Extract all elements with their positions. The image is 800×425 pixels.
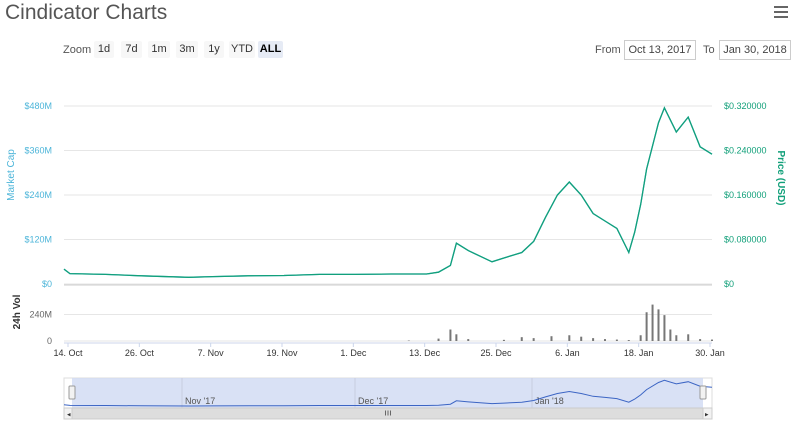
price-tick-label: $0.080000 — [724, 235, 767, 245]
navigator-line — [63, 379, 713, 407]
price-tick-label: $0.160000 — [724, 190, 767, 200]
scroll-right-arrow-icon[interactable]: ▸ — [705, 411, 709, 419]
volume-axis-title: 24h Vol — [12, 294, 23, 329]
range-from-label: From — [595, 44, 621, 56]
volume-bar — [699, 339, 702, 341]
volume-bar — [449, 329, 452, 341]
range-to-label: To — [703, 44, 715, 56]
volume-bar — [687, 334, 690, 341]
x-tick-label: 14. Oct — [53, 348, 83, 358]
zoom-1d-button[interactable]: 1d — [94, 41, 114, 58]
market-cap-tick-label: $360M — [24, 146, 52, 156]
volume-bar — [645, 312, 648, 341]
volume-bar — [663, 315, 666, 341]
market-cap-axis-title: Market Cap — [6, 149, 17, 201]
volume-bar — [592, 338, 595, 341]
x-tick-label: 6. Jan — [555, 348, 580, 358]
hamburger-menu-icon[interactable] — [774, 6, 788, 18]
volume-bar — [669, 329, 672, 341]
zoom-all-button[interactable]: ALL — [258, 41, 283, 58]
market-cap-tick-label: $120M — [24, 235, 52, 245]
x-tick-label: 18. Jan — [624, 348, 654, 358]
price-line — [63, 106, 713, 278]
x-tick-label: 7. Nov — [198, 348, 225, 358]
navigator-left-handle[interactable] — [68, 385, 76, 400]
navigator: Nov '17 Dec '17 Jan '18 ◂ ▸ — [63, 377, 713, 420]
volume-bar — [467, 339, 470, 341]
navigator-ticks: Nov '17 Dec '17 Jan '18 — [181, 378, 564, 408]
volume-bar — [502, 339, 505, 341]
price-tick-label: $0 — [724, 279, 734, 289]
volume-bar — [711, 339, 713, 341]
volume-bar — [550, 336, 553, 341]
zoom-label: Zoom — [63, 44, 92, 56]
zoom-1m-button[interactable]: 1m — [148, 41, 170, 58]
volume-bar — [580, 336, 583, 341]
volume-bar — [568, 335, 571, 341]
volume-bar — [639, 335, 642, 341]
price-axis-title: Price (USD) — [775, 150, 786, 205]
axis-labels: $0 $0 $120M $0.080000 $240M $0.160000 $360M $0.… — [24, 101, 766, 358]
navigator-tick-label: Nov '17 — [185, 396, 215, 406]
price-tick-label: $0.320000 — [724, 101, 767, 111]
volume-bar — [437, 338, 440, 341]
scroll-left-arrow-icon[interactable]: ◂ — [67, 411, 71, 419]
range-to-input[interactable]: Jan 30, 2018 — [719, 40, 791, 60]
volume-series — [407, 304, 713, 342]
volume-tick-label: 240M — [29, 310, 52, 320]
x-tick-label: 1. Dec — [340, 348, 367, 358]
volume-bar — [455, 334, 458, 341]
zoom-1y-button[interactable]: 1y — [204, 41, 224, 58]
zoom-3m-button[interactable]: 3m — [176, 41, 198, 58]
zoom-7d-button[interactable]: 7d — [121, 41, 142, 58]
x-tick-label: 13. Dec — [409, 348, 441, 358]
x-tick-label: 19. Nov — [266, 348, 298, 358]
volume-bar — [651, 304, 654, 341]
navigator-tick-label: Dec '17 — [358, 396, 388, 406]
market-cap-line — [63, 106, 713, 278]
zoom-ytd-button[interactable]: YTD — [229, 41, 255, 58]
volume-bar — [657, 309, 660, 341]
page-title: Cindicator Charts — [5, 1, 168, 24]
volume-tick-label: 0 — [47, 336, 52, 346]
price-tick-label: $0.240000 — [724, 146, 767, 156]
market-cap-tick-label: $0 — [42, 279, 52, 289]
x-tick-label: 30. Jan — [695, 348, 725, 358]
range-from-input[interactable]: Oct 13, 2017 — [624, 40, 696, 60]
x-tick-label: 26. Oct — [125, 348, 155, 358]
volume-bar — [627, 340, 630, 341]
volume-bar — [603, 339, 606, 341]
x-tick-label: 25. Dec — [480, 348, 512, 358]
market-cap-tick-label: $480M — [24, 101, 52, 111]
volume-bar — [615, 339, 618, 341]
market-cap-tick-label: $240M — [24, 190, 52, 200]
volume-bar — [407, 340, 410, 342]
scrollbar-grip-icon — [385, 410, 391, 416]
volume-bar — [520, 337, 523, 341]
chart-grid — [64, 105, 712, 347]
volume-bar — [675, 335, 678, 341]
navigator-right-handle[interactable] — [699, 385, 707, 400]
navigator-tick-label: Jan '18 — [535, 396, 564, 406]
volume-bar — [532, 338, 535, 341]
navigator-selection[interactable] — [72, 378, 703, 408]
